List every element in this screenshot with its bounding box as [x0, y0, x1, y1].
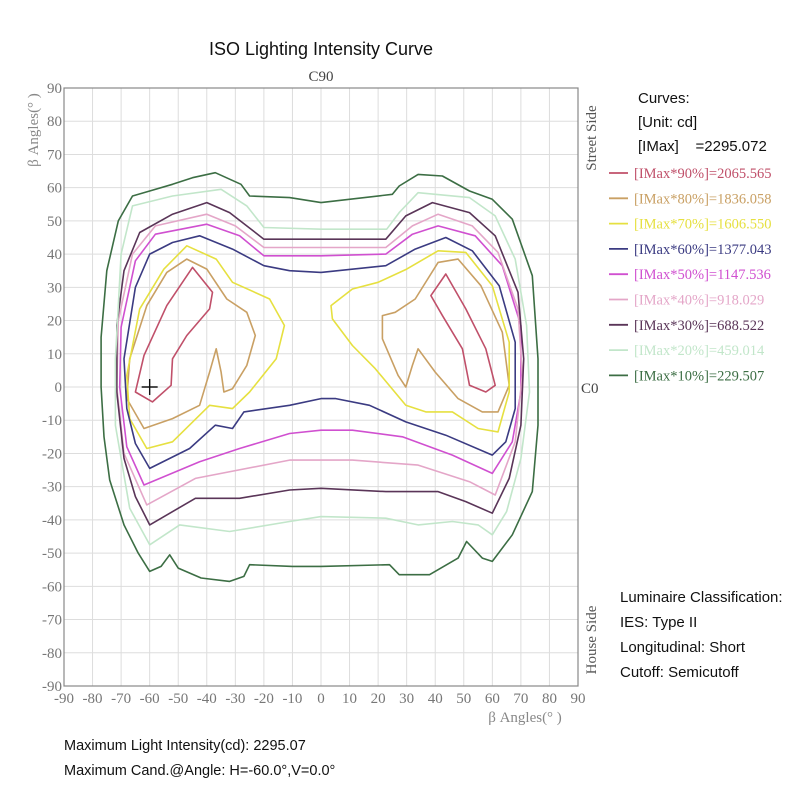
- x-tick-label: 0: [317, 691, 325, 707]
- y-tick-label: 60: [47, 181, 62, 197]
- classification-longitudinal: Longitudinal: Short: [620, 639, 746, 656]
- x-tick-label: -10: [282, 691, 302, 707]
- legend-label: [IMax*30%]=688.522: [634, 318, 764, 334]
- c90-label: C90: [308, 69, 333, 85]
- x-tick-label: -70: [111, 691, 131, 707]
- legend-label: [IMax*80%]=1836.058: [634, 191, 771, 207]
- x-tick-label: 80: [542, 691, 557, 707]
- contour-line-60pct: [123, 235, 517, 470]
- x-tick-label: 20: [371, 691, 386, 707]
- classification-cutoff: Cutoff: Semicutoff: [620, 664, 739, 681]
- legend-label: [IMax*20%]=459.014: [634, 343, 765, 359]
- y-tick-label: -30: [42, 480, 62, 496]
- contour-line-90pct: [430, 273, 497, 393]
- y-tick-label: 0: [55, 380, 63, 396]
- contour-line-90pct: [134, 266, 214, 403]
- x-tick-label: 10: [342, 691, 357, 707]
- y-tick-label: 80: [47, 114, 62, 130]
- legend-label: [IMax*90%]=2065.565: [634, 166, 771, 182]
- y-tick-label: -70: [42, 613, 62, 629]
- y-tick-label: -60: [42, 579, 62, 595]
- x-tick-label: 90: [571, 691, 586, 707]
- x-ticks: -90 -80 -70 -60 -50 -40 -30 -20 -10 0 10 20 30 40 50 60…: [54, 691, 586, 707]
- x-tick-label: -50: [168, 691, 188, 707]
- max-angle-text: Maximum Cand.@Angle: H=-60.0°,V=0.0°: [64, 763, 336, 779]
- y-tick-label: 40: [47, 247, 62, 263]
- x-tick-label: -80: [83, 691, 103, 707]
- x-tick-label: 50: [456, 691, 471, 707]
- x-tick-label: 30: [399, 691, 414, 707]
- legend-label: [IMax*60%]=1377.043: [634, 242, 771, 258]
- y-tick-label: -40: [42, 513, 62, 529]
- y-axis-label: β Angles(° ): [26, 93, 42, 167]
- legend-header: [IMax] =2295.072: [638, 138, 767, 155]
- house-side-label: House Side: [584, 605, 600, 674]
- x-tick-label: -20: [254, 691, 274, 707]
- classification-title: Luminaire Classification:: [620, 589, 783, 606]
- y-tick-label: 50: [47, 214, 62, 230]
- x-tick-label: -30: [225, 691, 245, 707]
- contour-line-20pct: [114, 188, 531, 546]
- street-side-label: Street Side: [584, 105, 600, 171]
- contour-line-30pct: [116, 201, 525, 526]
- y-tick-label: -20: [42, 446, 62, 462]
- contour-curves: [100, 171, 539, 583]
- contour-line-70pct: [330, 250, 511, 433]
- contour-line-80pct: [381, 258, 511, 413]
- y-tick-label: 30: [47, 280, 62, 296]
- x-tick-label: -90: [54, 691, 74, 707]
- legend-label: [IMax*40%]=918.029: [634, 293, 764, 309]
- x-tick-label: -60: [140, 691, 160, 707]
- grid: [63, 87, 579, 687]
- contour-line-10pct: [100, 171, 539, 583]
- contour-line-40pct: [116, 213, 524, 506]
- legend-header: Curves:: [638, 90, 690, 107]
- max-intensity-marker: [141, 379, 158, 395]
- y-tick-label: 20: [47, 314, 62, 330]
- y-ticks: 90 80 70 60 50 40 30 20 10 0 -10 -20 -30 -40 -50 -60 -70…: [42, 81, 62, 695]
- x-axis-label: β Angles(° ): [488, 710, 562, 726]
- contour-line-70pct: [126, 245, 286, 450]
- y-tick-label: 70: [47, 147, 62, 163]
- y-tick-label: 10: [47, 347, 62, 363]
- legend-label: [IMax*70%]=1606.550: [634, 217, 771, 233]
- chart-title: ISO Lighting Intensity Curve: [209, 39, 433, 59]
- y-tick-label: -90: [42, 679, 62, 695]
- y-tick-label: -80: [42, 646, 62, 662]
- x-tick-label: 60: [485, 691, 500, 707]
- y-tick-label: -10: [42, 413, 62, 429]
- y-tick-label: 90: [47, 81, 62, 97]
- legend-header: [Unit: cd]: [638, 114, 697, 131]
- x-tick-label: 70: [513, 691, 528, 707]
- c0-label: C0: [581, 381, 599, 397]
- contour-line-50pct: [118, 223, 522, 486]
- legend-label: [IMax*50%]=1147.536: [634, 267, 771, 283]
- x-tick-label: 40: [428, 691, 443, 707]
- legend-label: [IMax*10%]=229.507: [634, 368, 764, 384]
- classification-ies: IES: Type II: [620, 614, 698, 631]
- y-tick-label: -50: [42, 546, 62, 562]
- x-tick-label: -40: [197, 691, 217, 707]
- max-intensity-text: Maximum Light Intensity(cd): 2295.07: [64, 738, 306, 754]
- plot-frame: [63, 87, 579, 687]
- legend: Curves: [Unit: cd] [IMax] =2295.072 [IMax*9…: [609, 90, 771, 384]
